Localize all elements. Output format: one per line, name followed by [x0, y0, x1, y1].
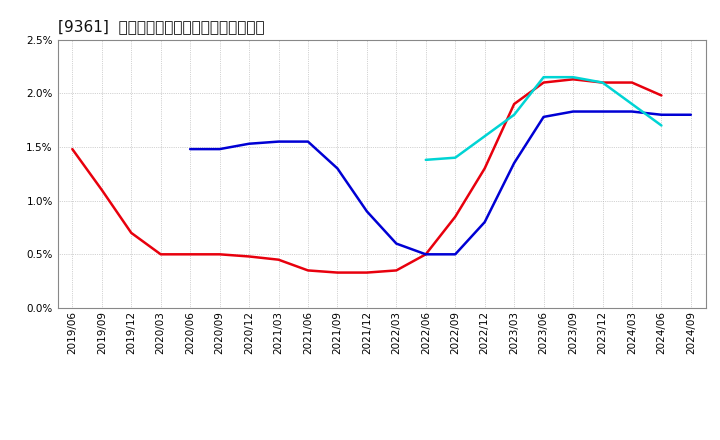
7年	[421, 157, 430, 162]
7年	[510, 112, 518, 117]
5年	[480, 220, 489, 225]
5年	[510, 161, 518, 166]
3年	[274, 257, 283, 262]
5年	[186, 147, 194, 152]
3年	[363, 270, 372, 275]
3年	[127, 230, 135, 235]
3年	[451, 214, 459, 220]
3年	[304, 268, 312, 273]
Line: 3年: 3年	[72, 79, 662, 272]
7年	[628, 101, 636, 106]
Line: 7年: 7年	[426, 77, 662, 160]
7年	[569, 74, 577, 80]
3年	[392, 268, 400, 273]
3年	[480, 166, 489, 171]
5年	[363, 209, 372, 214]
3年	[215, 252, 224, 257]
3年	[657, 93, 666, 98]
5年	[687, 112, 696, 117]
3年	[245, 254, 253, 259]
7年	[451, 155, 459, 160]
3年	[156, 252, 165, 257]
3年	[598, 80, 607, 85]
7年	[480, 134, 489, 139]
5年	[304, 139, 312, 144]
Text: [9361]  経常利益マージンの標準偏差の推移: [9361] 経常利益マージンの標準偏差の推移	[58, 19, 264, 34]
5年	[215, 147, 224, 152]
5年	[539, 114, 548, 120]
5年	[245, 141, 253, 147]
5年	[274, 139, 283, 144]
5年	[333, 166, 342, 171]
3年	[628, 80, 636, 85]
3年	[569, 77, 577, 82]
5年	[392, 241, 400, 246]
3年	[68, 147, 76, 152]
5年	[421, 252, 430, 257]
3年	[97, 187, 106, 193]
3年	[333, 270, 342, 275]
Line: 5年: 5年	[190, 111, 691, 254]
3年	[186, 252, 194, 257]
7年	[539, 74, 548, 80]
5年	[451, 252, 459, 257]
5年	[598, 109, 607, 114]
3年	[510, 101, 518, 106]
5年	[628, 109, 636, 114]
7年	[657, 123, 666, 128]
3年	[539, 80, 548, 85]
3年	[421, 252, 430, 257]
5年	[657, 112, 666, 117]
7年	[598, 80, 607, 85]
5年	[569, 109, 577, 114]
